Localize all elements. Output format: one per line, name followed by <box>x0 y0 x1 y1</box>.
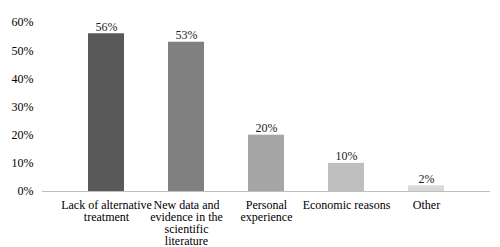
svg-text:50%: 50% <box>12 44 34 58</box>
svg-text:60%: 60% <box>12 15 34 29</box>
svg-text:10%: 10% <box>12 156 34 170</box>
svg-text:53%: 53% <box>176 28 198 42</box>
svg-text:40%: 40% <box>12 72 34 86</box>
svg-text:20%: 20% <box>12 128 34 142</box>
svg-text:30%: 30% <box>12 100 34 114</box>
svg-text:20%: 20% <box>256 121 278 135</box>
svg-text:56%: 56% <box>96 20 118 34</box>
svg-text:Personalexperience: Personalexperience <box>241 198 293 224</box>
svg-text:Other: Other <box>413 198 440 212</box>
svg-text:0%: 0% <box>18 184 34 198</box>
svg-text:Economic reasons: Economic reasons <box>303 198 391 212</box>
svg-text:2%: 2% <box>419 172 435 186</box>
svg-text:New data andevidence in thesci: New data andevidence in thescientificlit… <box>150 198 223 247</box>
svg-text:Lack of alternativetreatment: Lack of alternativetreatment <box>61 198 152 224</box>
svg-text:10%: 10% <box>336 149 358 163</box>
